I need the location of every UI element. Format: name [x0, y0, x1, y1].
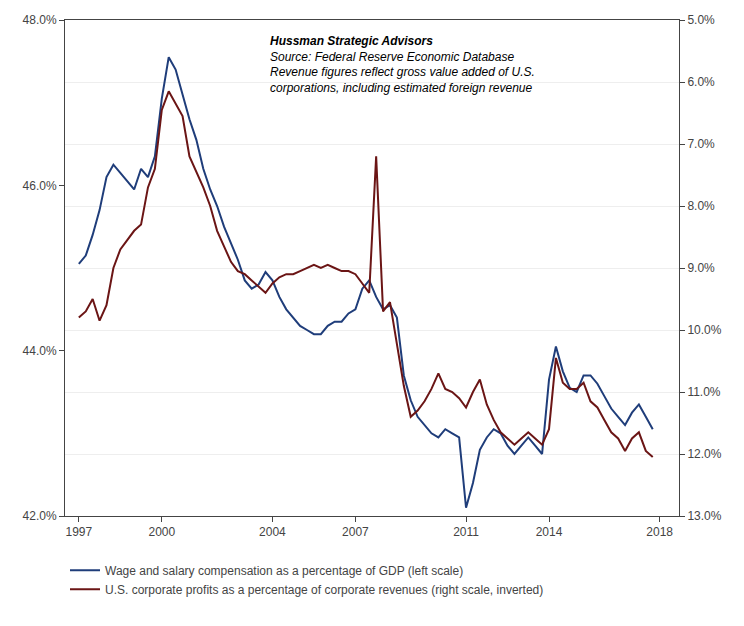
svg-text:11.0%: 11.0%: [687, 385, 720, 399]
svg-text:46.0%: 46.0%: [23, 179, 57, 193]
svg-text:13.0%: 13.0%: [687, 509, 721, 523]
svg-text:7.0%: 7.0%: [687, 137, 715, 151]
svg-text:44.0%: 44.0%: [23, 344, 57, 358]
svg-text:48.0%: 48.0%: [23, 13, 57, 27]
svg-text:Hussman Strategic AdvisorsSour: Hussman Strategic AdvisorsSource: Federa…: [270, 34, 535, 95]
svg-text:2011: 2011: [453, 525, 479, 539]
svg-text:6.0%: 6.0%: [687, 75, 715, 89]
svg-text:42.0%: 42.0%: [23, 509, 57, 523]
svg-text:9.0%: 9.0%: [687, 261, 715, 275]
svg-text:2004: 2004: [259, 525, 286, 539]
svg-text:10.0%: 10.0%: [687, 323, 721, 337]
svg-text:Wage and salary compensation a: Wage and salary compensation as a percen…: [105, 564, 463, 578]
svg-text:2007: 2007: [342, 525, 369, 539]
svg-text:2014: 2014: [536, 525, 563, 539]
svg-text:U.S. corporate profits as a pe: U.S. corporate profits as a percentage o…: [105, 583, 543, 597]
svg-text:5.0%: 5.0%: [687, 13, 715, 27]
svg-text:1997: 1997: [65, 525, 92, 539]
svg-text:12.0%: 12.0%: [687, 447, 721, 461]
svg-text:8.0%: 8.0%: [687, 199, 715, 213]
svg-text:2000: 2000: [148, 525, 175, 539]
svg-text:2018: 2018: [646, 525, 673, 539]
